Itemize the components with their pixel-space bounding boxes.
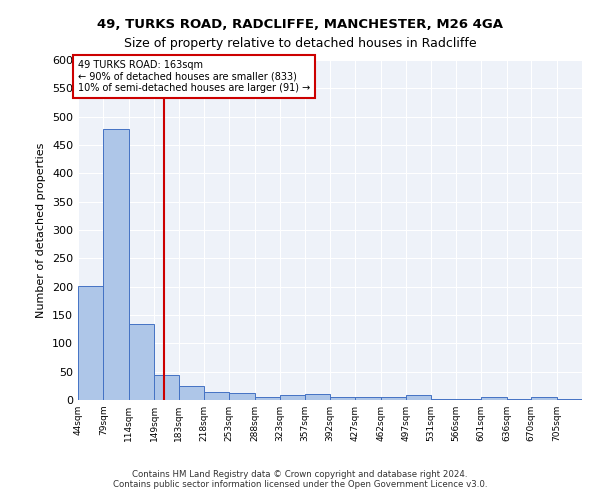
Bar [305, 394, 330, 400]
Bar [78, 286, 103, 400]
Bar [380, 397, 406, 400]
Bar [154, 374, 179, 400]
Bar [128, 324, 154, 400]
Bar [532, 397, 557, 400]
Bar [355, 397, 380, 400]
Bar [103, 128, 128, 400]
Bar [179, 386, 204, 400]
Text: Size of property relative to detached houses in Radcliffe: Size of property relative to detached ho… [124, 38, 476, 51]
Bar [481, 397, 506, 400]
Text: 49, TURKS ROAD, RADCLIFFE, MANCHESTER, M26 4GA: 49, TURKS ROAD, RADCLIFFE, MANCHESTER, M… [97, 18, 503, 30]
Bar [204, 392, 229, 400]
Bar [330, 397, 355, 400]
Y-axis label: Number of detached properties: Number of detached properties [37, 142, 46, 318]
Text: 49 TURKS ROAD: 163sqm
← 90% of detached houses are smaller (833)
10% of semi-det: 49 TURKS ROAD: 163sqm ← 90% of detached … [78, 60, 310, 93]
Bar [280, 395, 305, 400]
Bar [254, 396, 280, 400]
Bar [229, 393, 254, 400]
Text: Contains HM Land Registry data © Crown copyright and database right 2024.
Contai: Contains HM Land Registry data © Crown c… [113, 470, 487, 489]
Bar [406, 396, 431, 400]
